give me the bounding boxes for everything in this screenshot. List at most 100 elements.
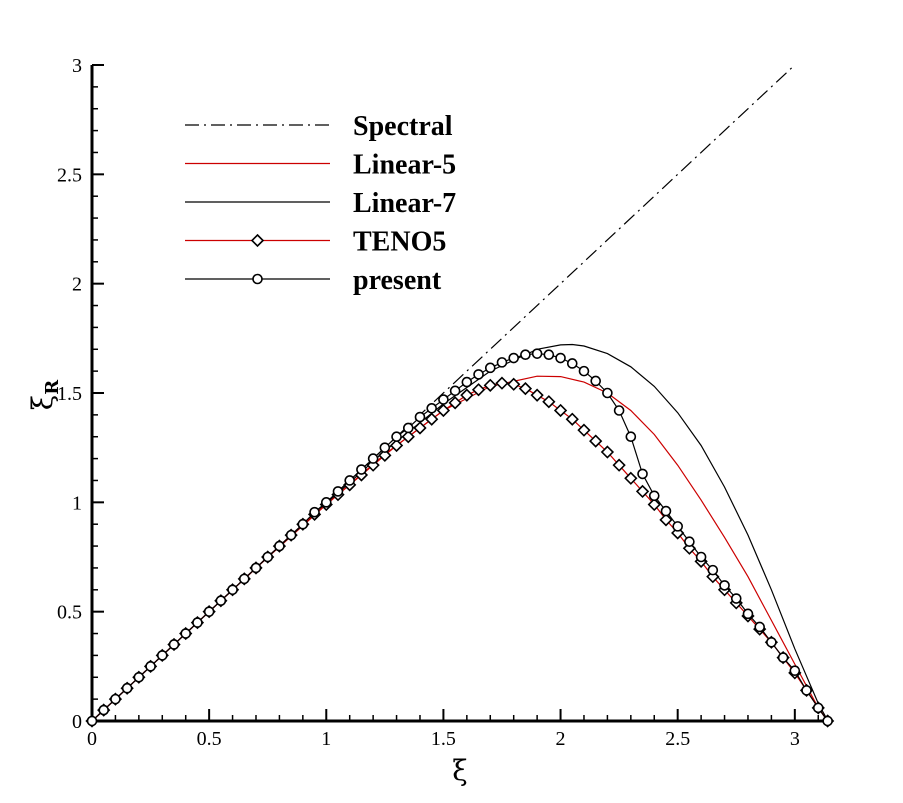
data-point	[637, 468, 648, 480]
data-point	[635, 484, 650, 499]
data-point	[578, 365, 590, 377]
data-point	[379, 442, 391, 453]
data-point	[660, 505, 672, 517]
legend-entry: TENO5	[185, 227, 446, 258]
y-tick-label: 2	[72, 274, 82, 296]
data-point	[647, 497, 661, 512]
data-point	[695, 551, 707, 563]
data-point	[589, 434, 603, 448]
data-point	[496, 357, 508, 368]
data-point	[613, 405, 625, 416]
data-point	[812, 702, 824, 714]
data-point	[555, 352, 566, 364]
data-point	[168, 639, 180, 650]
data-point	[448, 396, 462, 410]
data-point	[719, 580, 730, 591]
data-point	[215, 595, 227, 607]
data-point	[531, 348, 543, 359]
legend-marker	[250, 233, 265, 248]
legend-entry: Linear-5	[185, 150, 456, 181]
series-teno5	[85, 376, 835, 728]
data-point	[801, 685, 812, 696]
series-line	[91, 375, 829, 722]
data-point	[86, 715, 98, 727]
legend-label: Linear-5	[353, 150, 456, 181]
data-point	[602, 387, 613, 399]
data-point	[742, 608, 754, 620]
data-point	[507, 377, 521, 391]
series-line	[91, 352, 829, 722]
y-axis-title: ξR	[26, 379, 63, 410]
data-point	[121, 682, 133, 694]
data-point	[449, 385, 461, 397]
data-point	[402, 422, 414, 434]
data-point	[180, 628, 192, 639]
ticks: 0 0.5 1 1.5 2 2.5 3 0 0.5 1 1.5 2 2.5 3	[57, 55, 820, 750]
data-point	[425, 412, 439, 426]
series-line	[91, 343, 829, 722]
data-point	[262, 551, 274, 563]
data-point	[473, 369, 484, 380]
data-point	[777, 652, 789, 663]
data-point	[344, 475, 356, 486]
legend-label: Linear-7	[353, 188, 456, 219]
data-point	[707, 564, 719, 576]
legend: Spectral Linear-5 Linear-7 TENO5 present	[185, 111, 456, 296]
data-point	[98, 704, 110, 716]
data-point	[367, 453, 379, 464]
data-point	[648, 490, 660, 502]
x-tick-label: 1	[321, 728, 331, 750]
x-tick-label: 0.5	[197, 728, 222, 750]
legend-entry: Spectral	[185, 111, 453, 142]
data-point	[391, 431, 402, 443]
data-point	[413, 421, 427, 435]
data-point	[565, 412, 579, 426]
data-point	[566, 358, 578, 369]
data-point	[518, 381, 533, 396]
data-point	[389, 438, 404, 453]
data-point	[133, 671, 145, 683]
y-axis-title-subscript: R	[42, 379, 63, 395]
legend-label: TENO5	[353, 227, 446, 258]
data-point	[426, 403, 437, 414]
legend-entry: present	[185, 265, 442, 296]
data-point	[297, 518, 309, 530]
y-tick-label: 1.5	[57, 383, 82, 405]
series-present	[86, 348, 833, 727]
series-linear-5	[91, 375, 829, 722]
data-point	[577, 423, 591, 437]
data-point	[309, 506, 320, 518]
y-axis-title-main: ξ	[26, 395, 59, 410]
legend-label: Spectral	[353, 111, 453, 142]
data-point	[625, 431, 637, 443]
data-point	[590, 375, 601, 387]
data-point	[145, 661, 156, 672]
data-point	[672, 521, 683, 532]
data-point	[684, 536, 695, 547]
data-point	[227, 584, 238, 596]
legend-entry: Linear-7	[185, 188, 456, 219]
data-point	[436, 403, 451, 418]
data-point	[553, 403, 568, 418]
data-point	[414, 411, 426, 423]
data-point	[285, 529, 297, 541]
data-point	[460, 388, 474, 402]
data-point	[332, 486, 344, 497]
data-point	[378, 448, 392, 462]
data-point	[203, 606, 215, 617]
data-point	[495, 376, 509, 390]
y-tick-label: 2.5	[57, 164, 82, 186]
y-tick-label: 3	[72, 55, 82, 77]
data-point	[612, 458, 626, 472]
series-layer	[85, 64, 835, 728]
data-point	[356, 464, 367, 475]
series-linear-7	[91, 343, 829, 722]
data-point	[542, 395, 556, 409]
data-point	[401, 430, 415, 444]
y-tick-label: 1	[72, 492, 82, 514]
data-point	[600, 445, 615, 459]
data-point	[543, 349, 555, 361]
y-axis-title-group: ξR	[26, 379, 63, 410]
x-tick-label: 3	[790, 728, 800, 750]
